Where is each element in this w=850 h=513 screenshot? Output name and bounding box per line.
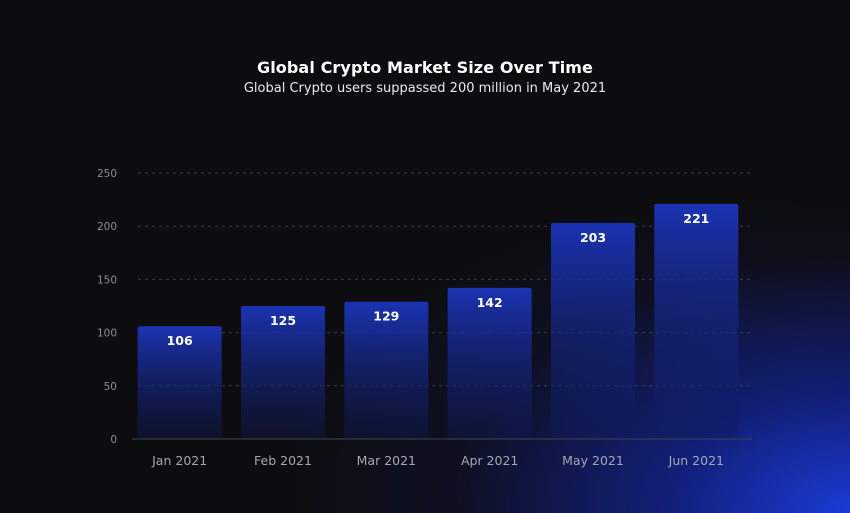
bars — [137, 203, 739, 439]
x-tick-label: Apr 2021 — [461, 453, 518, 468]
y-axis-ticks: 0 50 100 150 200 250 — [97, 168, 117, 446]
bar — [447, 287, 532, 439]
data-label: 106 — [167, 333, 193, 348]
x-tick-label: Mar 2021 — [357, 453, 416, 468]
x-tick-label: Jun 2021 — [668, 453, 724, 468]
chart-title: Global Crypto Market Size Over Time — [256, 58, 594, 77]
data-label: 203 — [580, 230, 606, 245]
y-tick-label: 50 — [104, 381, 117, 393]
x-tick-label: May 2021 — [562, 453, 624, 468]
y-tick-label: 100 — [97, 328, 117, 340]
data-label: 129 — [373, 309, 399, 324]
x-tick-label: Feb 2021 — [254, 453, 312, 468]
gridlines — [138, 172, 752, 387]
data-label: 221 — [683, 211, 709, 226]
data-label: 125 — [270, 313, 296, 328]
bar — [654, 203, 739, 439]
data-labels: 106 125 129 142 203 221 — [167, 211, 710, 348]
y-tick-label: 150 — [97, 274, 117, 286]
chart-subtitle: Global Crypto users suppassed 200 millio… — [243, 81, 607, 96]
data-label: 142 — [477, 295, 503, 310]
x-axis-ticks: Jan 2021 Feb 2021 Mar 2021 Apr 2021 May 2021… — [151, 453, 724, 468]
bar — [551, 223, 635, 439]
y-tick-label: 200 — [97, 221, 117, 233]
bar — [344, 301, 429, 439]
bar — [137, 326, 222, 439]
y-tick-label: 250 — [97, 168, 117, 180]
y-tick-label: 0 — [110, 434, 117, 446]
bar — [241, 306, 325, 439]
x-tick-label: Jan 2021 — [151, 453, 207, 468]
